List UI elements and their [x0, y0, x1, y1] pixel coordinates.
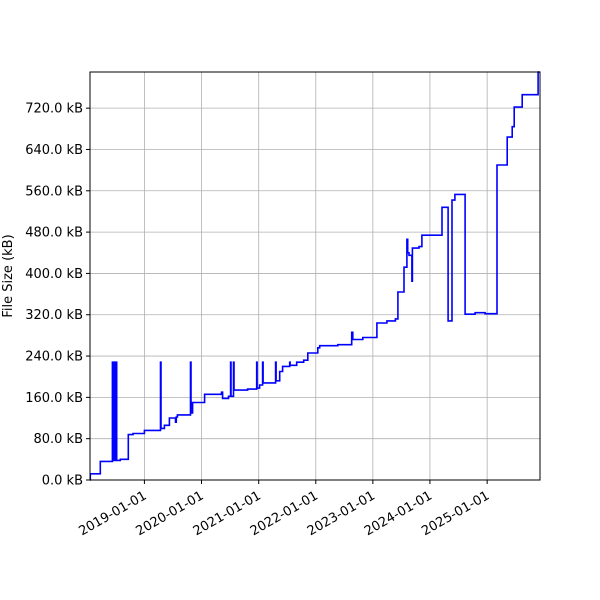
y-tick-label: 480.0 kB: [25, 226, 83, 241]
y-tick-label: 160.0 kB: [25, 391, 83, 406]
plot-frame: [89, 71, 541, 481]
y-axis-label: File Size (kB): [1, 234, 16, 317]
y-tick-label: 560.0 kB: [25, 184, 83, 199]
y-tick-label: 720.0 kB: [25, 102, 83, 117]
y-tick-label: 320.0 kB: [25, 308, 83, 323]
y-tick-label: 80.0 kB: [33, 432, 83, 447]
y-tick-label: 0.0 kB: [42, 474, 83, 489]
y-tick-label: 400.0 kB: [25, 267, 83, 282]
y-tick-label: 240.0 kB: [25, 350, 83, 365]
series-line: [89, 71, 540, 481]
y-tick-label: 640.0 kB: [25, 143, 83, 158]
grid: [90, 72, 540, 481]
